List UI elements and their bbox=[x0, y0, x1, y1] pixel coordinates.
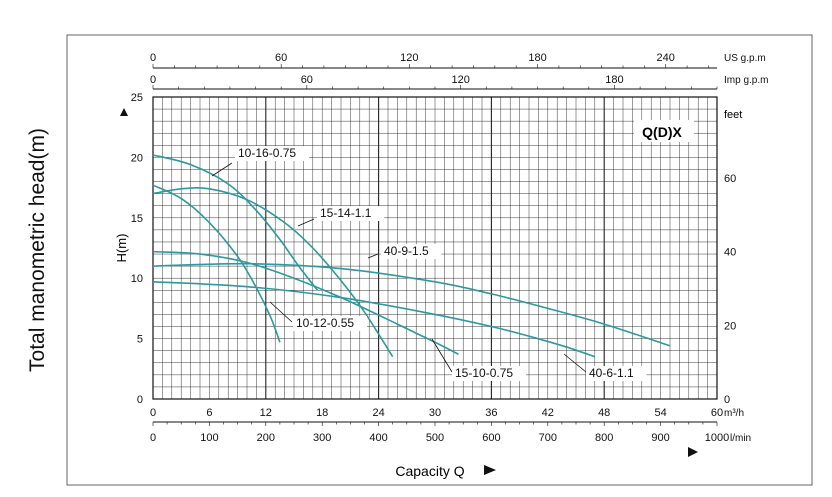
top-axis-tick-label: 240 bbox=[657, 52, 675, 64]
y-axis-title: H(m) bbox=[114, 234, 129, 263]
pump-curves bbox=[152, 154, 671, 358]
top-axis-tick-label: 0 bbox=[150, 52, 156, 64]
top-axis-tick-label: 60 bbox=[301, 74, 313, 86]
model-label-box bbox=[634, 120, 694, 142]
label-leader-line bbox=[269, 301, 293, 323]
plot-border bbox=[152, 96, 718, 400]
bottom-axis-tick-label: 1000 bbox=[705, 432, 729, 444]
right-axis-tick-label: 0 bbox=[724, 394, 730, 406]
right-axis-tick-label: 40 bbox=[724, 247, 736, 259]
pump-curve-40-6-1.1 bbox=[152, 281, 596, 358]
x-tick-label: 12 bbox=[260, 407, 272, 419]
x-tick-label: 60 bbox=[711, 407, 723, 419]
y-tick-label: 5 bbox=[137, 334, 143, 346]
series-label: 40-9-1.5 bbox=[384, 244, 429, 258]
series-label: 10-16-0.75 bbox=[238, 146, 296, 160]
bottom-axis-tick-label: 900 bbox=[651, 432, 669, 444]
x-tick-label: 42 bbox=[542, 407, 554, 419]
bottom-axis-tick-label: 700 bbox=[539, 432, 557, 444]
label-leader-line bbox=[297, 218, 315, 227]
right-axis-tick-label: 60 bbox=[724, 173, 736, 185]
bottom-axis-tick-label: 300 bbox=[313, 432, 331, 444]
series-label-bg bbox=[586, 366, 647, 381]
flow-arrow bbox=[688, 447, 698, 457]
top-axis-unit: US g.p.m bbox=[724, 53, 766, 64]
top-axis-tick-label: 60 bbox=[275, 52, 287, 64]
axes: 0 60 120 180 240 US g.p.m0 60 120 180 Imp g.p.m0 6… bbox=[131, 52, 769, 444]
series-label-bg bbox=[317, 206, 385, 221]
bottom-axis-tick-label: 400 bbox=[369, 432, 387, 444]
bottom-axis-tick-label: 800 bbox=[595, 432, 613, 444]
top-axis-tick-label: 120 bbox=[400, 52, 418, 64]
pump-curve-10-12-0.55 bbox=[152, 184, 281, 343]
series-label-bg bbox=[452, 366, 526, 381]
pump-curve-15-10-0.75 bbox=[152, 250, 459, 356]
bottom-axis-tick-label: 100 bbox=[200, 432, 218, 444]
label-leader-line bbox=[563, 353, 587, 373]
pump-curve-40-9-1.5 bbox=[152, 262, 671, 347]
series-label: 40-6-1.1 bbox=[589, 366, 634, 380]
x-tick-label: 18 bbox=[316, 407, 328, 419]
x-axis-title: Capacity Q bbox=[395, 463, 464, 479]
y-tick-label: 15 bbox=[131, 213, 143, 225]
label-leader-line bbox=[211, 162, 233, 177]
curve-labels: 10-16-0.75 10-12-0.55 15-14-1.1 15-10-0.75 4… bbox=[211, 146, 647, 381]
pump-curve-15-14-1.1 bbox=[152, 186, 394, 358]
bottom-axis-unit: l/min bbox=[730, 433, 751, 444]
bottom-axis-tick-label: 500 bbox=[426, 432, 444, 444]
x-tick-label: 6 bbox=[206, 407, 212, 419]
series-label-bg bbox=[381, 244, 442, 259]
series-label: 15-10-0.75 bbox=[455, 366, 513, 380]
pump-curve-10-16-0.75 bbox=[152, 154, 319, 291]
y-tick-label: 10 bbox=[131, 273, 143, 285]
y-tick-label: 20 bbox=[131, 152, 143, 164]
x-tick-label: 36 bbox=[485, 407, 497, 419]
x-tick-label: 24 bbox=[372, 407, 384, 419]
x-tick-label: 30 bbox=[429, 407, 441, 419]
top-axis-tick-label: 120 bbox=[451, 74, 469, 86]
top-axis-tick-label: 180 bbox=[528, 52, 546, 64]
model-label: Q(D)X bbox=[642, 124, 682, 140]
x-tick-label: 48 bbox=[598, 407, 610, 419]
y-tick-label: 0 bbox=[137, 394, 143, 406]
series-label-bg bbox=[293, 316, 367, 331]
label-leader-line bbox=[367, 253, 379, 259]
x-axis-arrow bbox=[484, 465, 496, 475]
series-label: 15-14-1.1 bbox=[320, 206, 372, 220]
x-axis-unit: m³/h bbox=[724, 408, 744, 419]
bottom-axis-tick-label: 600 bbox=[482, 432, 500, 444]
top-axis-tick-label: 0 bbox=[150, 74, 156, 86]
label-leader-line bbox=[431, 338, 453, 373]
y-axis-arrow bbox=[120, 108, 128, 116]
series-label-bg bbox=[235, 146, 309, 161]
y-tick-label: 25 bbox=[131, 92, 143, 104]
chart-frame bbox=[66, 34, 813, 486]
bottom-axis-tick-label: 0 bbox=[150, 432, 156, 444]
right-axis-tick-label: 20 bbox=[724, 320, 736, 332]
bottom-axis-tick-label: 200 bbox=[257, 432, 275, 444]
x-tick-label: 54 bbox=[654, 407, 666, 419]
x-tick-label: 0 bbox=[150, 407, 156, 419]
right-axis-title: feet bbox=[724, 109, 742, 121]
top-axis-unit: Imp g.p.m bbox=[724, 75, 768, 86]
top-axis-tick-label: 180 bbox=[605, 74, 623, 86]
series-label: 10-12-0.55 bbox=[296, 316, 354, 330]
